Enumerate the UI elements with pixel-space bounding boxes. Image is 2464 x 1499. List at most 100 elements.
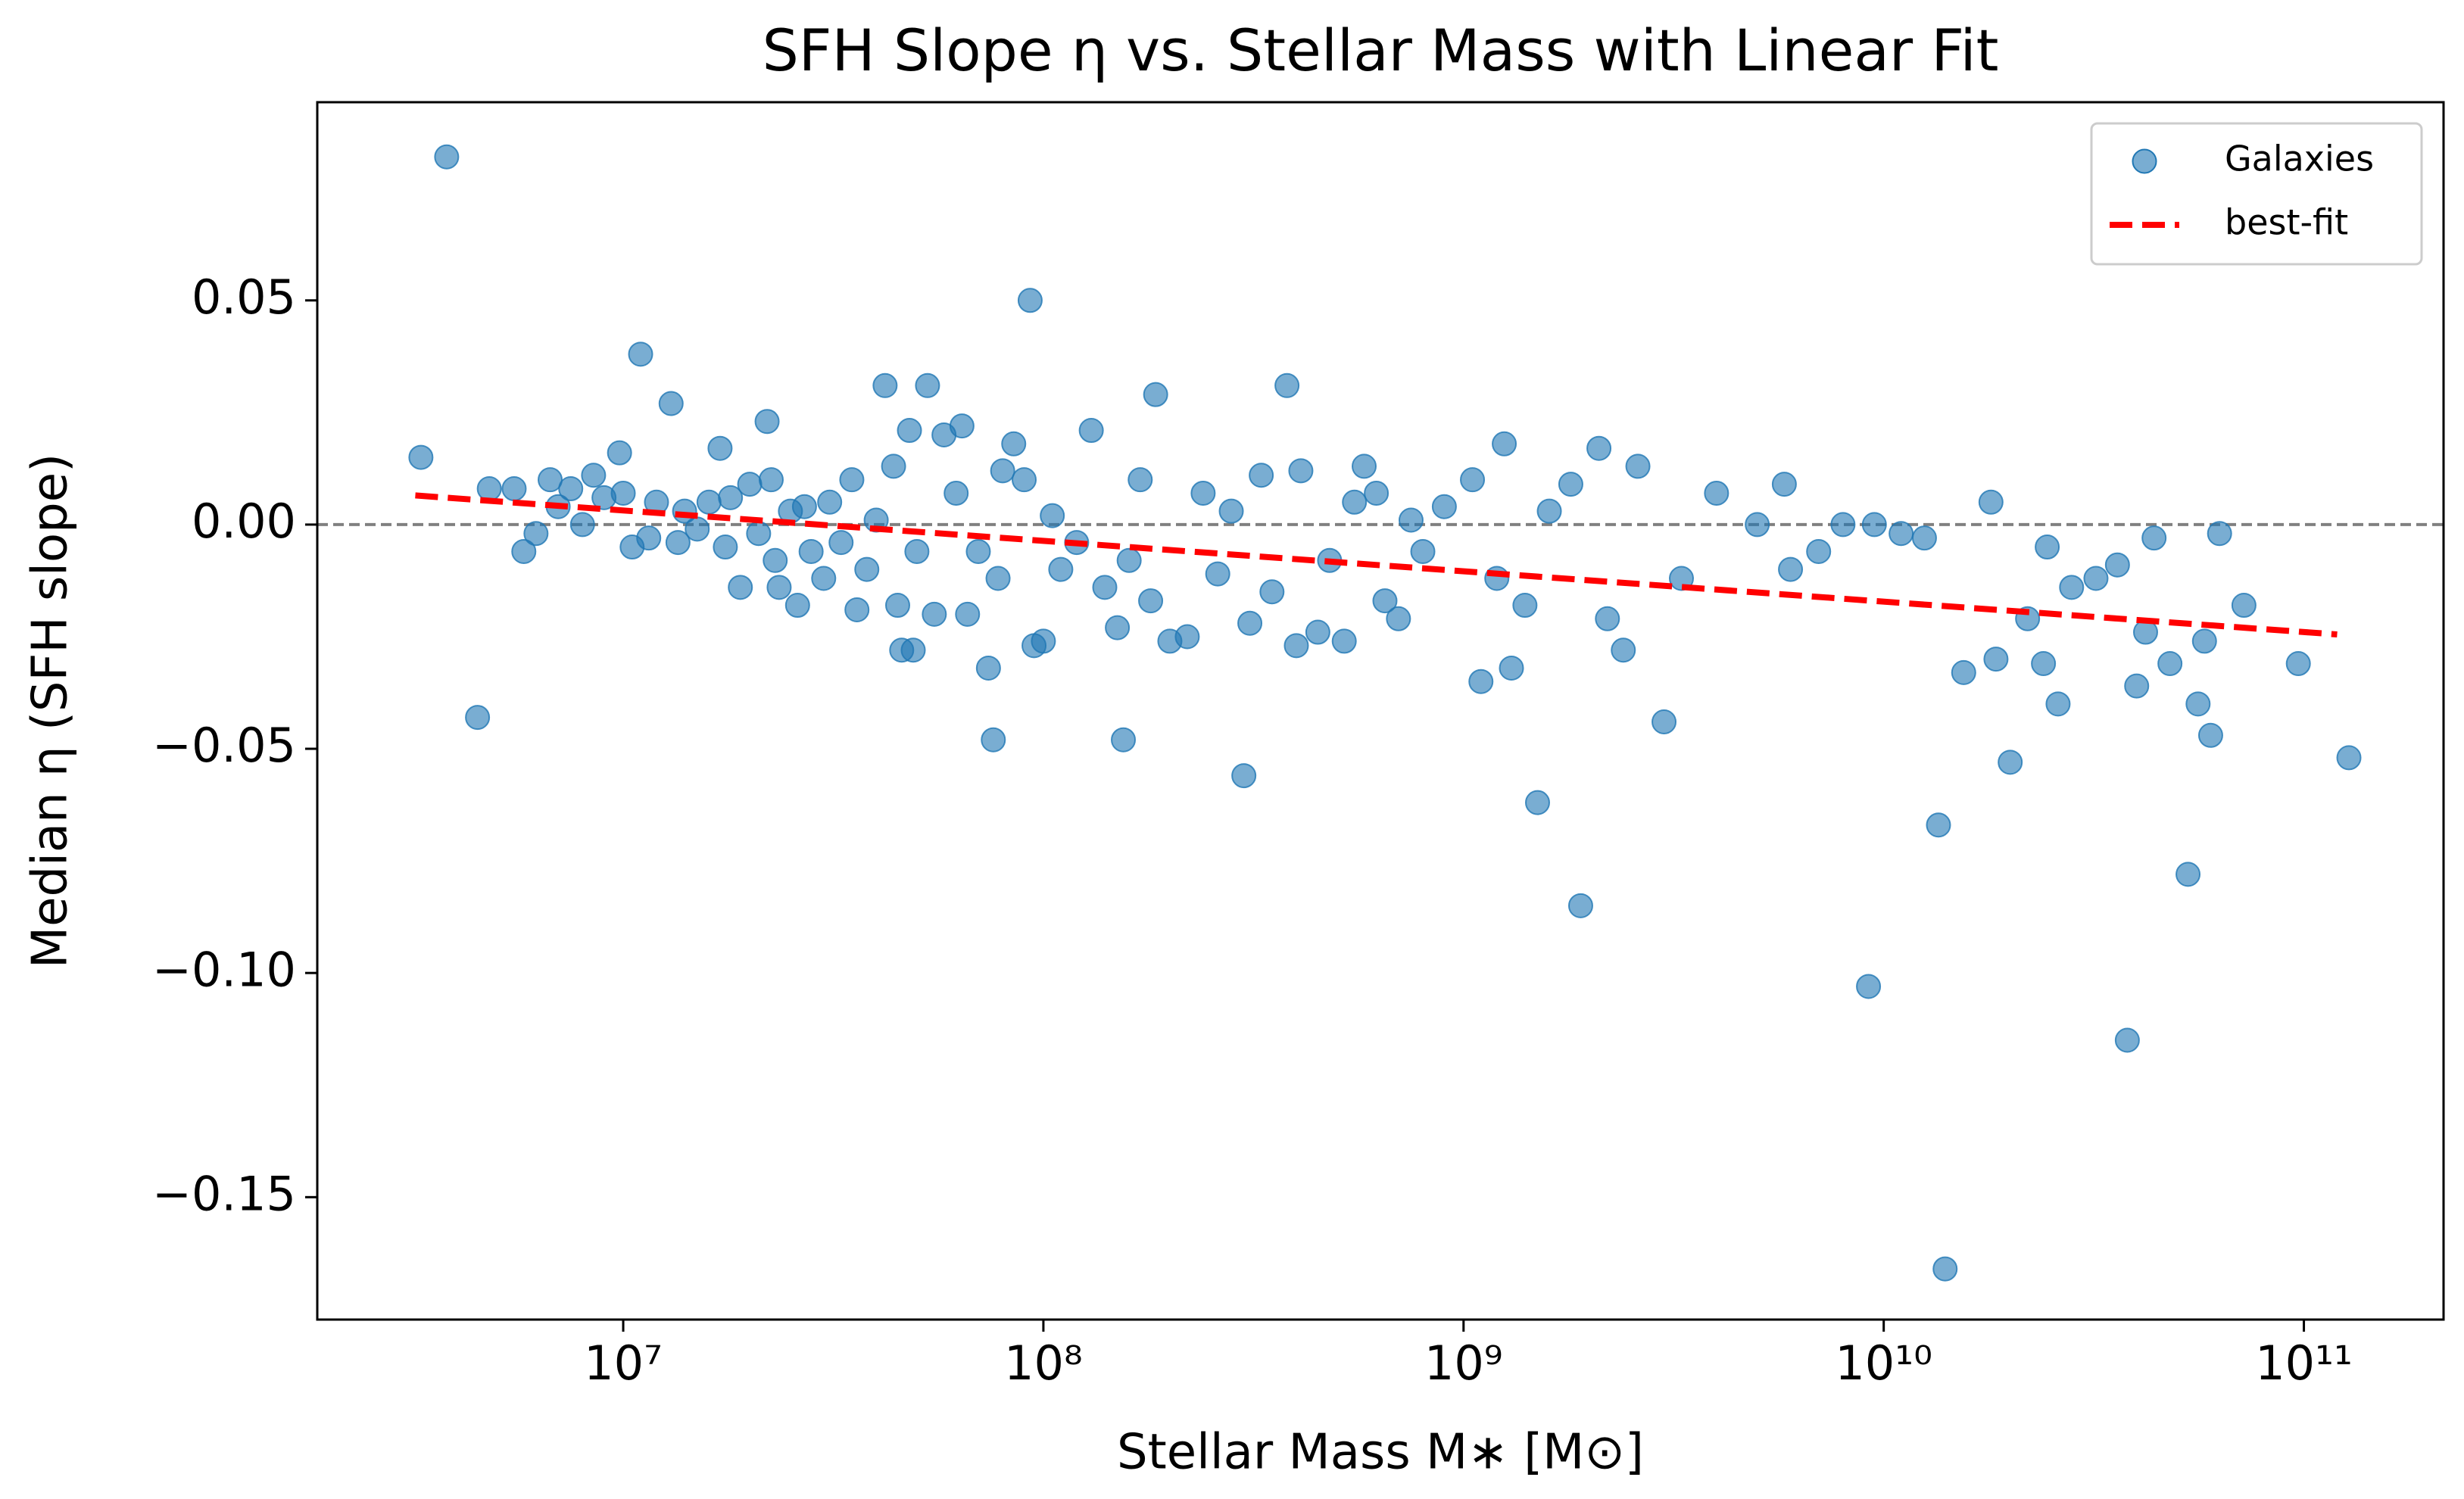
data-point bbox=[434, 144, 460, 170]
data-point bbox=[2124, 673, 2150, 699]
data-point bbox=[1806, 538, 1832, 564]
data-point bbox=[1978, 489, 2004, 515]
data-point bbox=[897, 418, 922, 444]
data-point bbox=[2035, 534, 2060, 560]
data-point bbox=[943, 480, 969, 506]
data-point bbox=[408, 444, 434, 470]
data-point bbox=[1704, 480, 1729, 506]
data-point bbox=[811, 566, 837, 591]
y-tick-label: 0.00 bbox=[192, 494, 296, 549]
data-point bbox=[1745, 512, 1770, 538]
data-point bbox=[2114, 1027, 2140, 1053]
data-point bbox=[511, 538, 537, 564]
x-tick-label: 10¹¹ bbox=[2255, 1335, 2353, 1391]
data-point bbox=[817, 489, 843, 515]
data-point bbox=[763, 547, 788, 573]
data-point bbox=[1889, 521, 1914, 547]
data-point bbox=[2031, 651, 2057, 677]
data-point bbox=[713, 534, 738, 560]
data-point bbox=[1078, 418, 1104, 444]
data-point bbox=[658, 391, 684, 416]
data-point bbox=[728, 575, 753, 600]
data-point bbox=[904, 538, 930, 564]
data-point bbox=[1231, 763, 1257, 789]
x-axis-label: Stellar Mass M∗ [M⊙] bbox=[1117, 1425, 1644, 1481]
data-point bbox=[955, 601, 981, 627]
data-point bbox=[1001, 431, 1027, 457]
data-point bbox=[1105, 615, 1131, 640]
data-point bbox=[766, 575, 792, 600]
y-tick-label: −0.05 bbox=[152, 718, 296, 773]
data-point bbox=[476, 476, 502, 502]
data-point bbox=[465, 705, 491, 731]
data-point bbox=[718, 485, 744, 510]
data-point bbox=[1512, 593, 1538, 619]
legend-label: Galaxies bbox=[2225, 139, 2374, 179]
data-point bbox=[965, 538, 991, 564]
data-point bbox=[2104, 552, 2130, 578]
data-point bbox=[975, 655, 1001, 681]
data-point bbox=[758, 467, 784, 493]
data-point bbox=[2141, 525, 2167, 551]
x-tick-label: 10⁷ bbox=[584, 1335, 663, 1391]
data-point bbox=[1856, 974, 1882, 999]
data-point bbox=[754, 409, 780, 435]
data-point bbox=[1012, 467, 1037, 493]
data-point bbox=[1364, 480, 1390, 506]
data-point bbox=[1625, 453, 1651, 479]
data-point bbox=[981, 727, 1006, 753]
data-point bbox=[1926, 812, 1951, 838]
data-point bbox=[1116, 547, 1142, 573]
data-point bbox=[1218, 498, 1244, 524]
data-point bbox=[1932, 1256, 1958, 1282]
data-point bbox=[1410, 538, 1436, 564]
data-point bbox=[696, 489, 722, 515]
data-point bbox=[1237, 610, 1263, 636]
data-point bbox=[1205, 561, 1230, 587]
data-point bbox=[1460, 467, 1486, 493]
data-point bbox=[881, 453, 906, 479]
data-point bbox=[915, 372, 940, 398]
data-point bbox=[1586, 435, 1612, 461]
data-point bbox=[2059, 575, 2085, 600]
fit-line bbox=[415, 492, 2338, 638]
data-point bbox=[1138, 588, 1164, 614]
data-point bbox=[2285, 651, 2311, 677]
data-point bbox=[900, 637, 926, 663]
data-point bbox=[1951, 659, 1976, 685]
data-point bbox=[1983, 647, 2009, 672]
data-point bbox=[2231, 593, 2257, 619]
x-tick-label: 10⁹ bbox=[1424, 1335, 1503, 1391]
data-point bbox=[1668, 566, 1694, 591]
data-point bbox=[884, 593, 910, 619]
data-point bbox=[1352, 453, 1377, 479]
data-point bbox=[1611, 637, 1636, 663]
data-point bbox=[636, 525, 662, 551]
data-point bbox=[844, 597, 870, 622]
y-tick-label: 0.05 bbox=[192, 270, 296, 325]
data-point bbox=[1567, 893, 1593, 918]
data-point bbox=[1143, 382, 1168, 407]
y-tick-label: −0.15 bbox=[152, 1166, 296, 1221]
data-point bbox=[746, 521, 772, 547]
data-point bbox=[949, 413, 975, 439]
data-point bbox=[985, 566, 1011, 591]
data-point bbox=[2207, 521, 2232, 547]
data-point bbox=[1190, 480, 1216, 506]
legend-label: best-fit bbox=[2225, 202, 2348, 243]
plot-frame bbox=[316, 101, 2445, 1321]
data-point bbox=[1998, 750, 2023, 775]
data-point bbox=[1386, 606, 1411, 631]
data-point bbox=[1342, 489, 1368, 515]
data-point bbox=[2083, 566, 2109, 591]
data-point bbox=[1771, 472, 1797, 497]
data-point bbox=[1431, 494, 1457, 519]
chart-title: SFH Slope η vs. Stellar Mass with Linear… bbox=[763, 17, 1999, 84]
data-point bbox=[1830, 512, 1856, 538]
data-point bbox=[872, 372, 898, 398]
y-axis-label: Median η (SFH slope) bbox=[23, 453, 79, 968]
data-point bbox=[1283, 633, 1309, 659]
data-point bbox=[1274, 372, 1300, 398]
data-point bbox=[1048, 556, 1074, 582]
